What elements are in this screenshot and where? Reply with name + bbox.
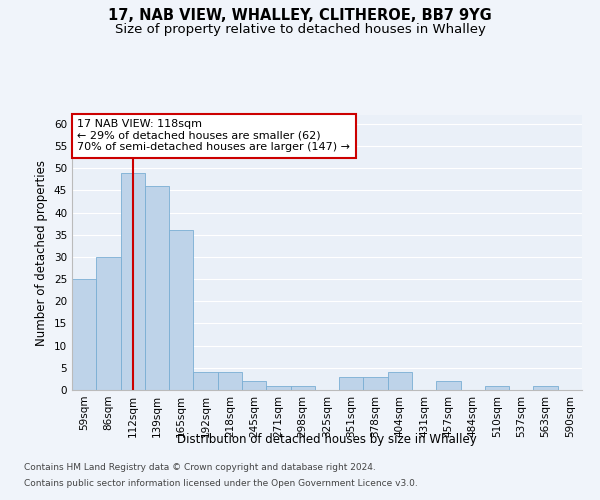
Bar: [436, 381, 461, 390]
Bar: [266, 386, 290, 390]
Bar: [485, 386, 509, 390]
Text: 17, NAB VIEW, WHALLEY, CLITHEROE, BB7 9YG: 17, NAB VIEW, WHALLEY, CLITHEROE, BB7 9Y…: [108, 8, 492, 22]
Bar: [339, 376, 364, 390]
Text: Contains public sector information licensed under the Open Government Licence v3: Contains public sector information licen…: [24, 478, 418, 488]
Bar: [145, 186, 169, 390]
Bar: [388, 372, 412, 390]
Bar: [364, 376, 388, 390]
Bar: [218, 372, 242, 390]
Text: Contains HM Land Registry data © Crown copyright and database right 2024.: Contains HM Land Registry data © Crown c…: [24, 464, 376, 472]
Bar: [96, 257, 121, 390]
Bar: [533, 386, 558, 390]
Bar: [193, 372, 218, 390]
Text: 17 NAB VIEW: 118sqm
← 29% of detached houses are smaller (62)
70% of semi-detach: 17 NAB VIEW: 118sqm ← 29% of detached ho…: [77, 119, 350, 152]
Text: Size of property relative to detached houses in Whalley: Size of property relative to detached ho…: [115, 22, 485, 36]
Y-axis label: Number of detached properties: Number of detached properties: [35, 160, 49, 346]
Bar: [121, 172, 145, 390]
Bar: [290, 386, 315, 390]
Bar: [169, 230, 193, 390]
Bar: [72, 279, 96, 390]
Text: Distribution of detached houses by size in Whalley: Distribution of detached houses by size …: [177, 432, 477, 446]
Bar: [242, 381, 266, 390]
